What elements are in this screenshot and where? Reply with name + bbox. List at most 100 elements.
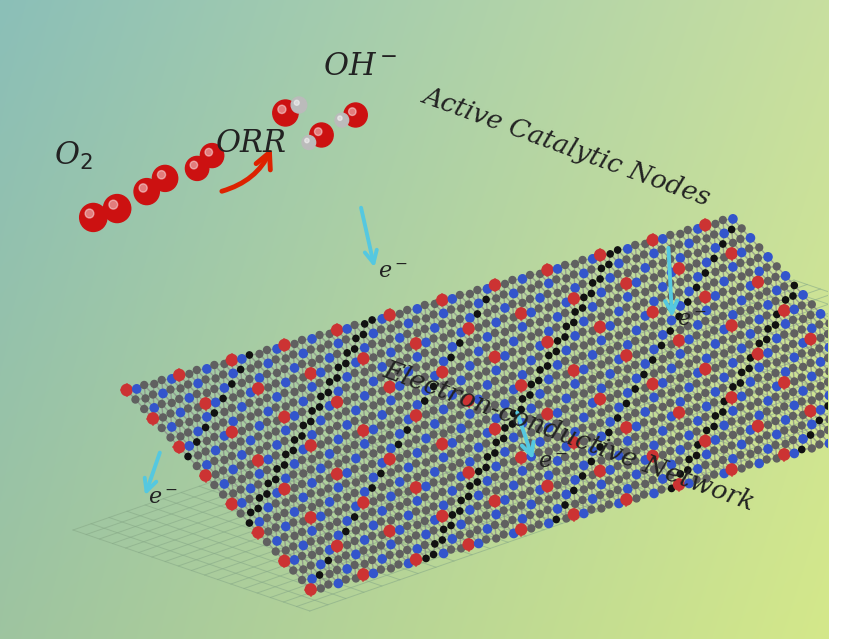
Circle shape xyxy=(395,321,402,328)
Circle shape xyxy=(450,512,456,518)
Circle shape xyxy=(282,403,289,410)
Circle shape xyxy=(344,350,350,356)
Circle shape xyxy=(305,512,316,523)
Circle shape xyxy=(457,449,465,456)
Circle shape xyxy=(673,335,684,346)
Circle shape xyxy=(798,302,805,309)
Circle shape xyxy=(430,455,437,462)
Circle shape xyxy=(211,385,218,392)
Circle shape xyxy=(510,481,518,489)
Circle shape xyxy=(456,316,463,323)
Circle shape xyxy=(667,328,673,334)
Circle shape xyxy=(491,330,498,337)
Circle shape xyxy=(570,391,577,398)
Circle shape xyxy=(685,467,691,473)
Circle shape xyxy=(229,404,235,412)
Circle shape xyxy=(536,486,544,494)
Circle shape xyxy=(483,440,490,447)
Circle shape xyxy=(728,418,735,425)
Circle shape xyxy=(437,366,448,378)
Circle shape xyxy=(439,488,445,495)
Circle shape xyxy=(516,380,527,391)
Circle shape xyxy=(588,399,597,407)
Circle shape xyxy=(360,440,369,448)
Circle shape xyxy=(246,436,255,445)
Circle shape xyxy=(564,323,570,330)
Circle shape xyxy=(439,344,445,351)
Circle shape xyxy=(456,340,463,346)
Circle shape xyxy=(658,270,665,277)
Circle shape xyxy=(528,477,535,484)
Circle shape xyxy=(437,511,448,521)
Circle shape xyxy=(201,144,224,167)
Circle shape xyxy=(404,475,411,482)
Circle shape xyxy=(290,351,297,358)
Circle shape xyxy=(571,332,579,340)
Circle shape xyxy=(563,419,570,426)
Circle shape xyxy=(414,426,421,433)
Circle shape xyxy=(570,320,577,326)
Circle shape xyxy=(194,379,202,388)
Circle shape xyxy=(239,475,246,482)
Circle shape xyxy=(463,323,474,334)
Circle shape xyxy=(658,438,665,445)
Circle shape xyxy=(334,579,343,588)
Circle shape xyxy=(246,399,252,406)
Circle shape xyxy=(247,413,254,420)
Circle shape xyxy=(239,380,246,387)
Circle shape xyxy=(790,316,796,323)
Circle shape xyxy=(790,426,797,433)
Circle shape xyxy=(334,447,341,454)
Circle shape xyxy=(782,344,789,351)
Circle shape xyxy=(765,326,771,332)
Circle shape xyxy=(737,355,744,362)
Circle shape xyxy=(316,548,323,555)
Circle shape xyxy=(632,386,638,392)
Circle shape xyxy=(773,334,781,343)
Circle shape xyxy=(624,270,632,277)
Circle shape xyxy=(676,433,683,440)
Circle shape xyxy=(720,229,728,238)
Circle shape xyxy=(642,288,649,295)
Circle shape xyxy=(526,344,533,351)
Circle shape xyxy=(527,392,533,398)
Circle shape xyxy=(545,279,552,288)
Circle shape xyxy=(474,443,483,452)
Circle shape xyxy=(219,371,226,378)
Circle shape xyxy=(246,424,252,431)
Circle shape xyxy=(624,293,632,301)
Circle shape xyxy=(343,493,350,500)
Circle shape xyxy=(332,468,343,480)
Circle shape xyxy=(377,374,384,381)
Circle shape xyxy=(563,371,570,378)
Circle shape xyxy=(621,494,632,505)
Circle shape xyxy=(642,481,649,488)
Circle shape xyxy=(790,353,798,362)
Circle shape xyxy=(343,408,349,415)
Circle shape xyxy=(536,390,544,398)
Circle shape xyxy=(545,471,552,480)
Circle shape xyxy=(490,279,501,291)
Circle shape xyxy=(562,406,569,413)
Circle shape xyxy=(317,489,324,496)
Circle shape xyxy=(808,420,816,429)
Circle shape xyxy=(552,444,559,451)
Circle shape xyxy=(721,398,728,404)
Circle shape xyxy=(290,543,297,550)
Circle shape xyxy=(332,396,343,408)
Circle shape xyxy=(483,512,490,519)
Circle shape xyxy=(790,330,797,337)
Circle shape xyxy=(817,406,824,414)
Circle shape xyxy=(353,383,360,390)
Circle shape xyxy=(395,369,402,376)
Circle shape xyxy=(264,455,272,464)
Circle shape xyxy=(439,550,448,558)
Circle shape xyxy=(711,351,717,358)
Circle shape xyxy=(221,360,228,367)
Circle shape xyxy=(816,345,823,352)
Circle shape xyxy=(176,419,183,426)
Circle shape xyxy=(150,380,157,387)
Circle shape xyxy=(395,429,404,438)
Circle shape xyxy=(422,302,428,309)
Circle shape xyxy=(448,306,455,313)
